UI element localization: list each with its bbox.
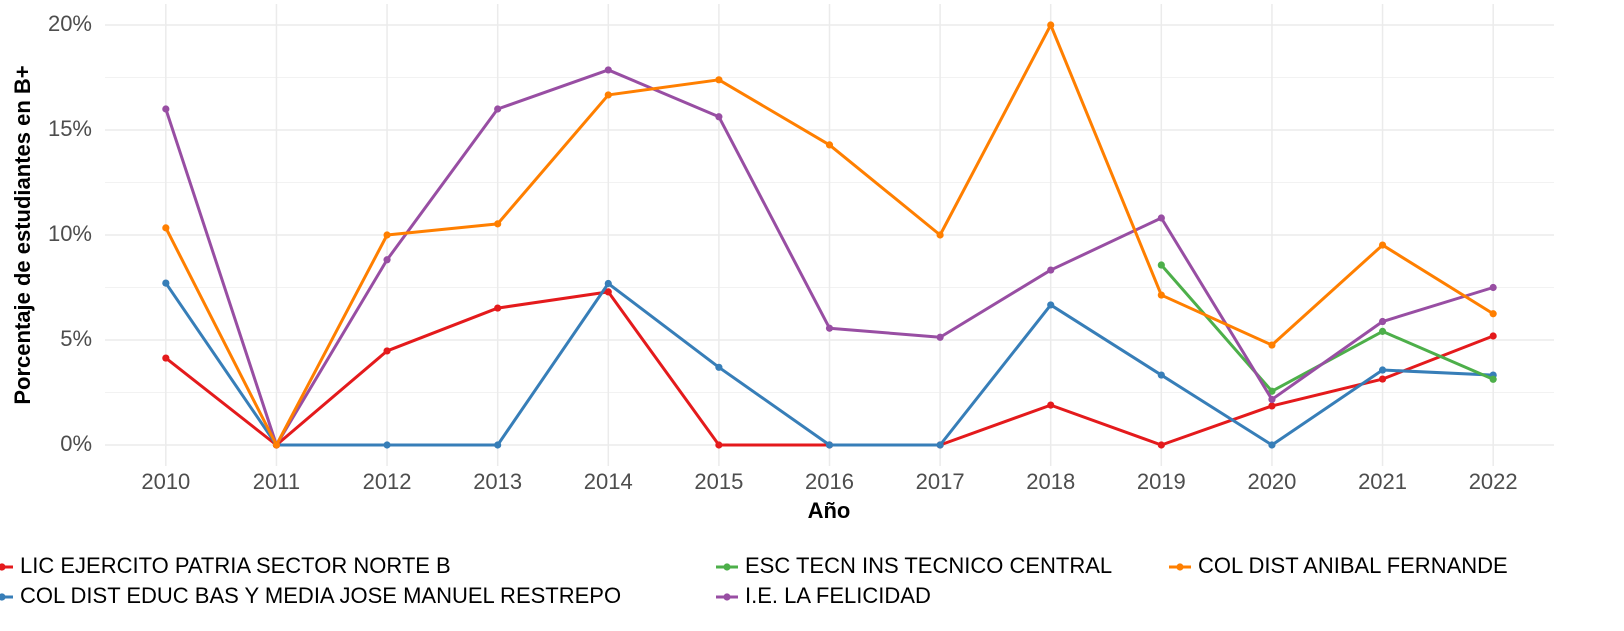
x-tick-label: 2010 xyxy=(141,469,190,494)
legend-point xyxy=(0,563,6,571)
data-point xyxy=(1157,371,1165,379)
data-point xyxy=(1378,241,1387,249)
legend-label: LIC EJERCITO PATRIA SECTOR NORTE B xyxy=(20,553,451,578)
data-point xyxy=(825,141,834,149)
data-point xyxy=(1378,327,1387,335)
data-point xyxy=(494,105,502,113)
legend-item: ESC TECN INS TECNICO CENTRAL xyxy=(716,553,1112,578)
legend-item: LIC EJERCITO PATRIA SECTOR NORTE B xyxy=(0,553,451,578)
data-point xyxy=(936,441,944,449)
grid xyxy=(105,4,1554,466)
x-tick-label: 2020 xyxy=(1247,469,1296,494)
data-point xyxy=(1157,261,1165,269)
data-point xyxy=(1378,366,1387,374)
data-point xyxy=(1047,266,1055,274)
data-point xyxy=(162,279,170,287)
legend-label: ESC TECN INS TECNICO CENTRAL xyxy=(745,553,1112,578)
data-point xyxy=(1268,402,1276,410)
data-point xyxy=(383,231,391,239)
data-point xyxy=(1489,332,1497,340)
data-point xyxy=(1489,283,1497,292)
legend-point xyxy=(1176,563,1184,571)
data-point xyxy=(936,333,944,341)
data-point xyxy=(604,66,612,74)
x-tick-label: 2017 xyxy=(916,469,965,494)
data-point xyxy=(494,220,502,228)
legend-point xyxy=(0,593,6,601)
data-point xyxy=(494,304,502,312)
x-tick-label: 2012 xyxy=(363,469,412,494)
y-tick-label: 5% xyxy=(60,326,92,351)
y-tick-label: 15% xyxy=(48,116,92,141)
legend-label: COL DIST EDUC BAS Y MEDIA JOSE MANUEL RE… xyxy=(20,583,621,608)
data-point xyxy=(1047,21,1055,29)
data-point xyxy=(383,347,391,355)
data-point xyxy=(604,288,612,296)
legend-item: COL DIST EDUC BAS Y MEDIA JOSE MANUEL RE… xyxy=(0,583,621,608)
y-tick-label: 0% xyxy=(60,431,92,456)
y-axis-title: Porcentaje de estudiantes en B+ xyxy=(10,65,35,404)
data-point xyxy=(604,279,612,288)
legend-label: I.E. LA FELICIDAD xyxy=(745,583,931,608)
data-point xyxy=(1378,317,1387,326)
data-point xyxy=(1157,291,1165,299)
legend-point xyxy=(723,563,731,571)
data-point xyxy=(604,91,612,99)
y-tick-label: 10% xyxy=(48,221,92,246)
data-point xyxy=(715,76,723,84)
data-point xyxy=(1489,375,1497,383)
x-tick-label: 2014 xyxy=(584,469,633,494)
x-tick-label: 2016 xyxy=(805,469,854,494)
x-tick-label: 2022 xyxy=(1469,469,1518,494)
data-point xyxy=(272,441,281,449)
data-point xyxy=(715,113,723,121)
data-point xyxy=(936,231,944,239)
data-point xyxy=(1268,441,1276,449)
x-tick-label: 2015 xyxy=(694,469,743,494)
data-point xyxy=(1489,310,1497,318)
y-tick-label: 20% xyxy=(48,11,92,36)
data-point xyxy=(825,441,834,449)
x-axis-title: Año xyxy=(808,498,851,523)
x-tick-label: 2018 xyxy=(1026,469,1075,494)
x-tick-label: 2011 xyxy=(253,469,300,494)
x-tick-label: 2013 xyxy=(473,469,522,494)
data-point xyxy=(162,354,170,362)
data-point xyxy=(1047,401,1055,409)
data-point xyxy=(1157,441,1165,449)
data-point xyxy=(715,363,723,371)
data-point xyxy=(383,441,391,449)
data-point xyxy=(162,105,170,113)
x-tick-label: 2019 xyxy=(1137,469,1186,494)
data-point xyxy=(1268,341,1276,349)
data-point xyxy=(1157,214,1165,222)
data-point xyxy=(383,256,391,264)
legend-label: COL DIST ANIBAL FERNANDE xyxy=(1198,553,1508,578)
x-tick-label: 2021 xyxy=(1358,469,1407,494)
data-point xyxy=(1047,301,1055,309)
legend-item: COL DIST ANIBAL FERNANDE xyxy=(1169,553,1508,578)
data-point xyxy=(1378,375,1387,383)
data-point xyxy=(1268,395,1276,404)
data-point xyxy=(825,324,834,332)
data-point xyxy=(162,224,170,232)
data-point xyxy=(1268,387,1276,395)
legend-point xyxy=(723,593,731,601)
data-point xyxy=(494,441,502,449)
data-point xyxy=(715,441,723,449)
legend-item: I.E. LA FELICIDAD xyxy=(716,583,931,608)
